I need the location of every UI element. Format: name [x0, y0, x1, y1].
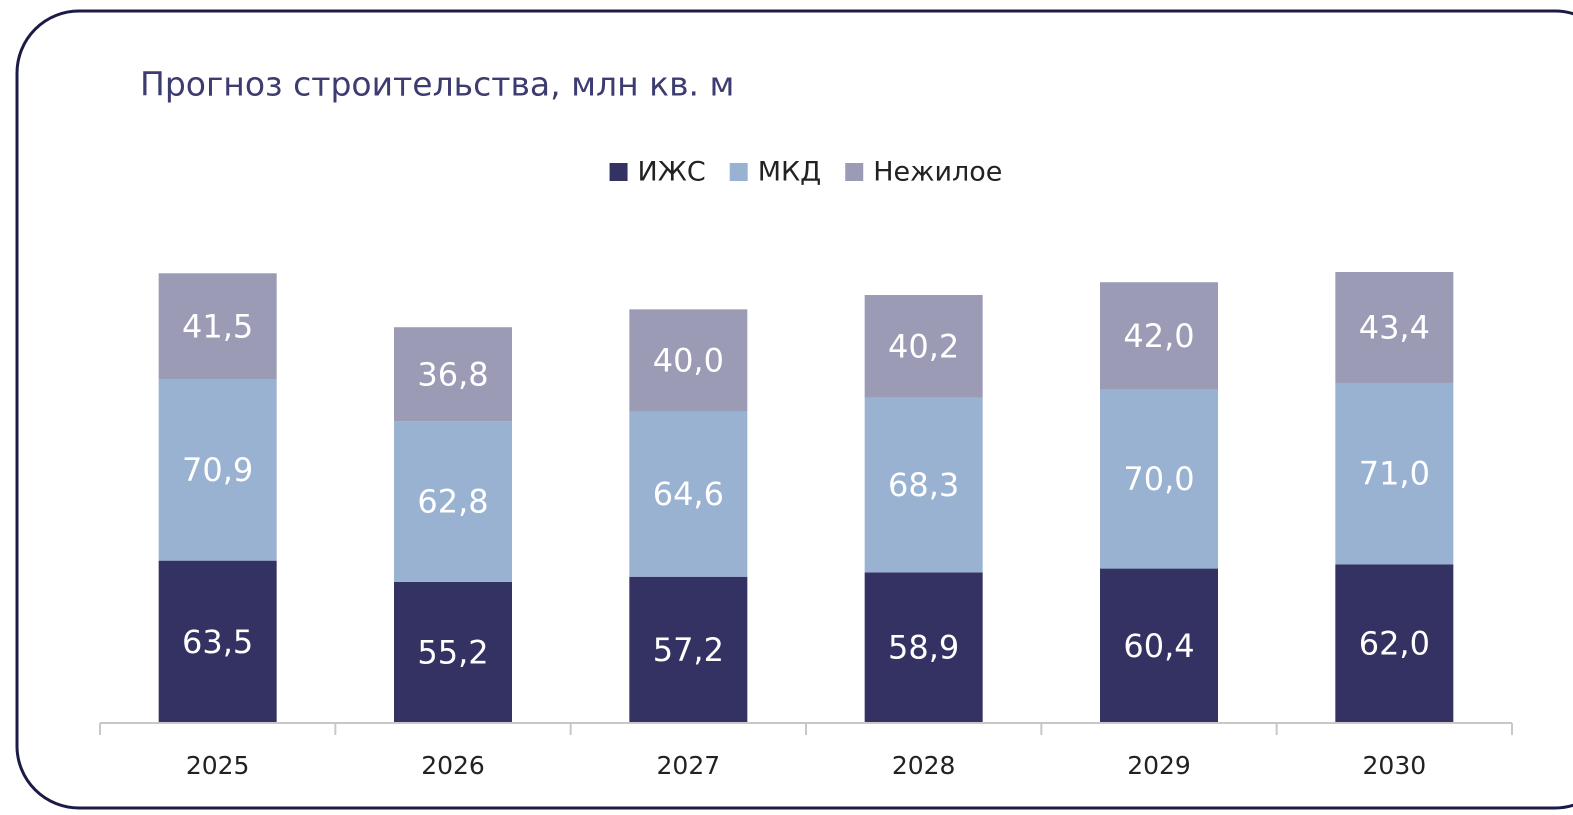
- data-label: 57,2: [653, 631, 724, 669]
- chart-title: Прогноз строительства, млн кв. м: [140, 65, 734, 104]
- bar-segment: [158, 379, 277, 561]
- legend-label: МКД: [758, 157, 822, 188]
- bar-segment: [1335, 564, 1454, 723]
- bar-segment: [158, 560, 277, 723]
- data-label: 42,0: [1123, 317, 1194, 355]
- data-label: 64,6: [653, 475, 724, 513]
- data-label: 60,4: [1123, 627, 1194, 665]
- x-tick-label: 2028: [892, 751, 956, 780]
- data-label: 40,2: [888, 327, 959, 365]
- legend-swatch: [845, 163, 864, 181]
- bar-segment: [629, 309, 748, 412]
- bar-segment: [394, 421, 512, 582]
- legend-swatch: [729, 163, 748, 181]
- legend-swatch: [609, 163, 628, 181]
- data-label: 55,2: [417, 633, 488, 671]
- data-label: 40,0: [653, 341, 724, 379]
- data-label: 36,8: [417, 355, 488, 393]
- bar-segment: [1100, 282, 1218, 390]
- data-label: 41,5: [182, 307, 253, 345]
- x-tick-label: 2029: [1127, 751, 1191, 780]
- bar-segment: [864, 572, 983, 723]
- bar-segment: [864, 295, 983, 398]
- data-label: 68,3: [888, 466, 959, 504]
- bar-segment: [629, 411, 748, 577]
- bar-segment: [864, 397, 983, 573]
- bar-segment: [1100, 389, 1218, 569]
- bar-segment: [394, 581, 512, 723]
- data-label: 63,5: [182, 623, 253, 661]
- data-label: 71,0: [1359, 455, 1430, 493]
- bar-segment: [1335, 382, 1454, 565]
- bar-segment: [1335, 272, 1454, 383]
- legend-label: ИЖС: [638, 157, 706, 188]
- bar-segment: [394, 327, 512, 422]
- bar-segment: [629, 576, 748, 723]
- data-label: 62,0: [1359, 625, 1430, 663]
- data-label: 58,9: [888, 629, 959, 667]
- data-label: 62,8: [417, 483, 488, 521]
- x-tick-label: 2030: [1363, 751, 1427, 780]
- x-tick-label: 2027: [657, 751, 721, 780]
- x-tick-label: 2026: [421, 751, 485, 780]
- data-label: 70,9: [182, 451, 253, 489]
- legend-label: Нежилое: [873, 157, 1002, 188]
- bar-segment: [1100, 568, 1218, 723]
- data-label: 43,4: [1359, 308, 1430, 346]
- data-label: 70,0: [1123, 460, 1194, 498]
- bar-segment: [158, 273, 277, 380]
- x-tick-label: 2025: [186, 751, 250, 780]
